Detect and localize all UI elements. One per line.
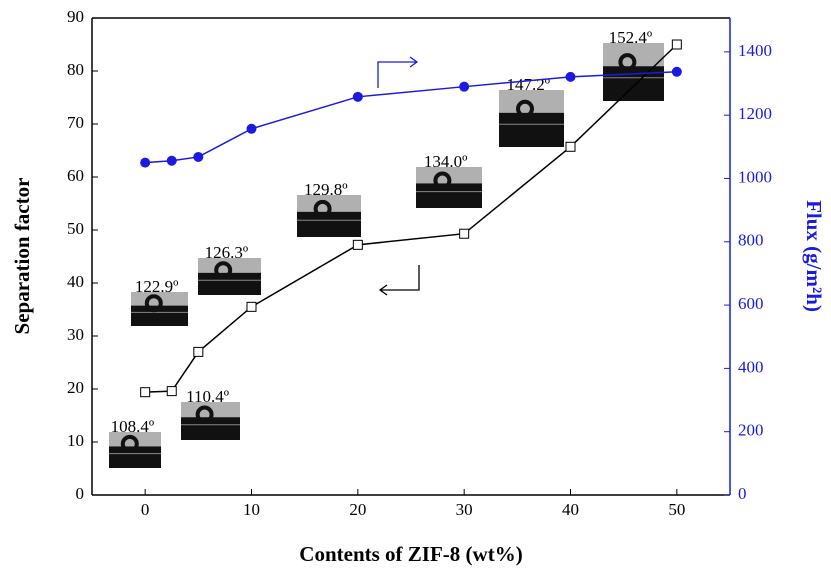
droplet xyxy=(144,294,163,313)
series-line xyxy=(145,43,678,393)
arrow-flux xyxy=(377,56,419,88)
droplet xyxy=(195,405,214,424)
inset-bottom xyxy=(198,272,261,295)
angle-label: 122.9º xyxy=(135,277,179,296)
x-tick-label: 20 xyxy=(349,500,366,519)
y-tick-label: 40 xyxy=(67,272,84,291)
droplet xyxy=(618,53,637,72)
inset-bottom xyxy=(416,183,482,208)
inset-bottom xyxy=(603,66,664,101)
y-tick-label: 70 xyxy=(67,113,84,132)
y2-tick-label: 600 xyxy=(738,294,764,313)
y-tick-label: 0 xyxy=(76,484,85,503)
y2-tick-label: 1200 xyxy=(738,104,772,123)
y2-tick-label: 1400 xyxy=(738,41,772,60)
inset-top xyxy=(603,43,664,67)
y2-tick-label: 800 xyxy=(738,231,764,250)
inset-bottom xyxy=(499,112,564,147)
marker xyxy=(352,239,363,250)
inset-bottom xyxy=(181,417,240,440)
angle-label: 108.4º xyxy=(111,417,155,436)
y-tick-label: 90 xyxy=(67,7,84,26)
angle-label: 110.4º xyxy=(186,387,229,406)
y-tick-label: 10 xyxy=(67,431,84,450)
inset-top xyxy=(499,90,564,113)
droplet xyxy=(313,199,332,218)
x-tick-label: 10 xyxy=(243,500,260,519)
y2-axis-label: Flux (g/m²h) xyxy=(802,200,826,312)
marker xyxy=(166,155,177,166)
marker xyxy=(459,81,470,92)
marker xyxy=(246,301,257,312)
y-tick-label: 60 xyxy=(67,166,84,185)
marker xyxy=(193,346,204,357)
angle-label: 147.2º xyxy=(506,75,550,94)
x-tick-label: 30 xyxy=(456,500,473,519)
y2-tick-label: 400 xyxy=(738,357,764,376)
marker xyxy=(459,228,470,239)
marker xyxy=(565,71,576,82)
marker xyxy=(352,91,363,102)
inset-bottom xyxy=(297,211,361,237)
y-tick-label: 30 xyxy=(67,325,84,344)
series-line xyxy=(145,71,677,164)
marker xyxy=(193,151,204,162)
marker xyxy=(246,123,257,134)
x-tick-label: 0 xyxy=(141,500,150,519)
y2-tick-label: 200 xyxy=(738,421,764,440)
droplet xyxy=(120,434,139,453)
inset-bottom xyxy=(131,305,188,326)
marker xyxy=(565,141,576,152)
angle-label: 134.0º xyxy=(424,152,468,171)
x-axis-label: Contents of ZIF-8 (wt%) xyxy=(299,542,522,566)
y2-tick-label: 0 xyxy=(738,484,747,503)
inset-bottom xyxy=(109,446,161,468)
angle-label: 126.3º xyxy=(205,243,249,262)
arrows xyxy=(377,56,420,296)
droplet xyxy=(214,261,233,280)
x-tick-label: 40 xyxy=(562,500,579,519)
angle-label: 152.4º xyxy=(609,28,653,47)
x-tick-label: 50 xyxy=(668,500,685,519)
droplet xyxy=(516,99,534,118)
y-axis-label: Separation factor xyxy=(10,178,34,335)
y-tick-label: 20 xyxy=(67,378,84,397)
marker xyxy=(671,39,682,50)
marker xyxy=(671,66,682,77)
marker xyxy=(140,387,151,398)
droplet xyxy=(433,171,452,190)
y-tick-label: 50 xyxy=(67,219,84,238)
y2-tick-label: 1000 xyxy=(738,167,772,186)
y-tick-label: 80 xyxy=(67,60,84,79)
marker xyxy=(166,386,177,397)
arrow-separation xyxy=(378,265,420,296)
angle-label: 129.8º xyxy=(304,180,348,199)
marker xyxy=(140,157,151,168)
